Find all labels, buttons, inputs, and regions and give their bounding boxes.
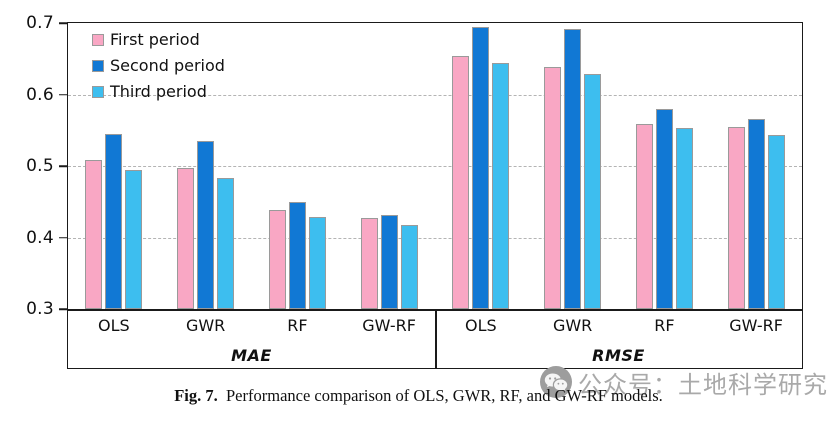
caption-text: Performance comparison of OLS, GWR, RF, …	[217, 386, 663, 405]
bar-group-mae-ols	[68, 23, 160, 309]
rmse-label-cell: OLS GWR RF GW-RF RMSE	[435, 311, 802, 368]
rmse-category-labels: OLS GWR RF GW-RF	[435, 316, 802, 335]
bar-rmse-rf-second	[655, 108, 673, 309]
bar-group-rmse-ols	[435, 23, 527, 309]
gridline-0-4	[68, 237, 802, 239]
bar-rmse-rf-first	[635, 123, 653, 309]
figure-caption: Fig. 7. Performance comparison of OLS, G…	[0, 386, 837, 406]
bar-rmse-gwr-second	[564, 29, 582, 309]
bar-rmse-gw-rf-first	[727, 126, 745, 309]
y-axis-tick-label: 0.4	[26, 227, 54, 248]
legend-label: Third period	[110, 82, 207, 101]
rmse-panel-bars	[435, 23, 802, 309]
y-axis-tick-label: 0.5	[26, 156, 54, 176]
legend-label: Second period	[110, 56, 225, 75]
bar-mae-rf-first	[268, 209, 286, 309]
bar-mae-ols-third	[125, 169, 143, 309]
bar-mae-rf-third	[308, 216, 326, 309]
bar-mae-gwr-first	[177, 168, 195, 309]
category-label-rf: RF	[287, 316, 308, 335]
bar-group-mae-rf	[252, 23, 344, 309]
first-period-swatch	[92, 33, 104, 46]
y-tick	[59, 308, 68, 310]
category-label-rf: RF	[654, 316, 675, 335]
bar-rmse-gwr-first	[544, 66, 562, 309]
bar-rmse-ols-second	[472, 26, 490, 309]
bar-group-rmse-gw-rf	[710, 23, 802, 309]
y-tick	[59, 22, 68, 24]
bar-group-mae-gw-rf	[343, 23, 435, 309]
category-label-gw-rf: GW-RF	[729, 316, 783, 335]
bar-rmse-gwr-third	[584, 74, 602, 309]
third-period-swatch	[92, 85, 104, 98]
gridline-0-5	[68, 166, 802, 167]
bar-mae-gwr-second	[197, 140, 215, 309]
second-period-swatch	[92, 59, 104, 72]
bar-mae-gw-rf-first	[360, 218, 378, 309]
category-label-gwr: GWR	[185, 316, 226, 335]
category-label-gwr: GWR	[552, 316, 593, 335]
bar-group-rmse-rf	[619, 23, 711, 309]
bar-chart-plot-area: 0.7 0.6 0.5 0.4 0.3 First period Second …	[26, 13, 803, 319]
category-label-ols: OLS	[98, 316, 130, 335]
bar-rmse-ols-first	[452, 55, 470, 309]
legend-item-first-period: First period	[92, 30, 225, 49]
bar-rmse-gw-rf-third	[767, 135, 785, 309]
y-axis-tick-label: 0.3	[26, 299, 54, 319]
legend-item-third-period: Third period	[92, 82, 225, 101]
bar-mae-gwr-third	[217, 178, 235, 309]
panel-divider	[435, 311, 437, 368]
gridline-0-6	[68, 94, 802, 96]
y-tick	[59, 236, 68, 239]
legend-label: First period	[110, 30, 200, 49]
mae-panel-bars	[68, 23, 435, 309]
category-label-ols: OLS	[465, 316, 497, 335]
bar-mae-ols-first	[85, 160, 103, 309]
bar-rmse-ols-third	[492, 63, 510, 309]
bar-mae-rf-second	[288, 202, 306, 309]
bar-group-mae-gwr	[160, 23, 252, 309]
category-label-gw-rf: GW-RF	[362, 316, 416, 335]
bar-mae-ols-second	[105, 133, 123, 309]
legend-item-second-period: Second period	[92, 56, 225, 75]
y-tick	[59, 93, 68, 96]
y-axis-tick-label: 0.7	[26, 13, 54, 33]
rmse-panel-label: RMSE	[592, 346, 645, 365]
y-tick	[59, 165, 68, 167]
mae-panel-label: MAE	[231, 346, 272, 365]
mae-category-labels: OLS GWR RF GW-RF	[68, 316, 435, 335]
y-axis-tick-label: 0.6	[26, 84, 54, 105]
bar-rmse-rf-third	[675, 128, 693, 309]
bar-mae-gw-rf-second	[380, 215, 398, 309]
bar-mae-gw-rf-third	[400, 225, 418, 309]
bar-rmse-gw-rf-second	[747, 118, 765, 309]
bar-group-rmse-gwr	[527, 23, 619, 309]
x-axis-label-box: OLS GWR RF GW-RF MAE OLS GWR RF GW-RF RMSE	[67, 311, 803, 369]
caption-prefix: Fig. 7.	[174, 386, 218, 405]
mae-label-cell: OLS GWR RF GW-RF MAE	[68, 311, 435, 368]
legend: First period Second period Third period	[92, 30, 225, 101]
